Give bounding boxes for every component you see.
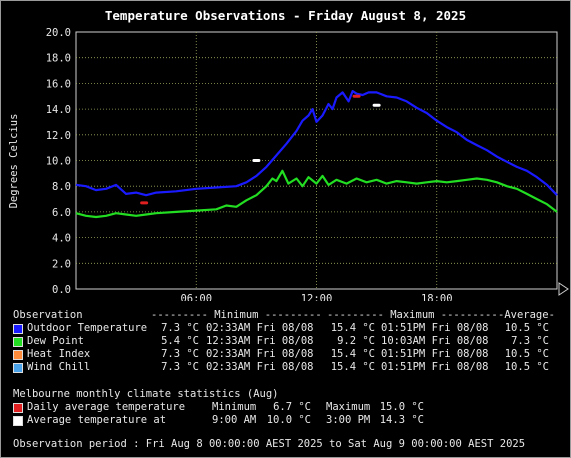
legend-min: 5.4 °C — [161, 335, 199, 347]
legend-min: 7.3 °C — [161, 361, 199, 373]
legend-max: 15.4 °C — [330, 322, 375, 334]
y-tick-label: 6.0 — [52, 207, 71, 219]
climate-v2: 14.3 °C — [379, 414, 424, 426]
legend-avg: 10.5 °C — [504, 348, 549, 360]
climate-swatch — [13, 416, 23, 426]
legend-max: 15.4 °C — [330, 361, 375, 373]
y-tick-label: 18.0 — [46, 53, 71, 65]
legend-avg: 7.3 °C — [511, 335, 549, 347]
legend-header-average: -Average- — [498, 309, 555, 321]
series-line-dew-point — [75, 169, 558, 219]
marker-average-temperature-3pm — [372, 103, 381, 107]
legend-min-time: 02:33AM Fri 08/08 — [206, 348, 314, 360]
legend-min-time: 02:33AM Fri 08/08 — [206, 322, 314, 334]
y-tick-label: 20.0 — [46, 27, 71, 39]
legend-label: Heat Index — [27, 348, 91, 360]
marker-daily-average-min — [140, 201, 149, 205]
climate-c1: 9:00 AM — [212, 414, 257, 426]
legend-max-time: 01:51PM Fri 08/08 — [381, 348, 489, 360]
observation-period: Observation period : Fri Aug 8 00:00:00 … — [13, 438, 526, 450]
legend-min: 7.3 °C — [161, 348, 199, 360]
y-tick-label: 4.0 — [52, 233, 71, 245]
legend-max: 9.2 °C — [337, 335, 375, 347]
legend-max-time: 10:03AM Fri 08/08 — [381, 335, 489, 347]
marker-daily-average-max — [352, 94, 361, 98]
legend-min: 7.3 °C — [161, 322, 199, 334]
climate-v1: 6.7 °C — [273, 401, 311, 413]
legend-avg: 10.5 °C — [504, 322, 549, 334]
y-tick-labels: 0.0 2.0 4.0 6.0 8.0 10.0 12.0 14.0 16.0 18.0 20.0 — [46, 27, 71, 296]
y-tick-label: 2.0 — [52, 258, 71, 270]
series-line-outdoor-temperature — [75, 89, 558, 197]
x-tick-labels: 06:00 12:00 18:00 — [180, 293, 452, 301]
y-axis-label: Degrees Celcius — [8, 114, 20, 209]
legend-min-time: 02:33AM Fri 08/08 — [206, 361, 314, 373]
y-tick-label: 0.0 — [52, 284, 71, 296]
chart-title: Temperature Observations - Friday August… — [104, 8, 467, 23]
x-tick-label: 06:00 — [180, 293, 212, 301]
x-tick-label: 12:00 — [301, 293, 333, 301]
legend-max-time: 01:51PM Fri 08/08 — [381, 361, 489, 373]
legend-header-observation: Observation — [13, 309, 83, 321]
climate-v2: 15.0 °C — [379, 401, 424, 413]
climate-label: Average temperature at — [27, 414, 167, 426]
y-tick-label: 8.0 — [52, 181, 71, 193]
legend-swatch — [13, 350, 23, 360]
series-lines — [75, 89, 558, 219]
legend-header-minimum: --------- Minimum --------- — [151, 309, 322, 321]
climate-swatch — [13, 403, 23, 413]
x-tick-label: 18:00 — [421, 293, 453, 301]
legend-swatch — [13, 324, 23, 334]
legend-label: Wind Chill — [27, 361, 91, 373]
y-tick-label: 12.0 — [46, 130, 71, 142]
climate-label: Daily average temperature — [27, 401, 186, 413]
legend-header-maximum: --------- Maximum --------- — [327, 309, 498, 321]
y-tick-label: 10.0 — [46, 156, 71, 168]
y-tick-label: 16.0 — [46, 78, 71, 90]
chart-svg: 0.02.04.06.08.010.012.014.016.018.020.0 … — [8, 27, 569, 301]
x-axis-arrow — [558, 282, 569, 296]
legend-label: Outdoor Temperature — [27, 322, 148, 334]
y-tick-label: 14.0 — [46, 104, 71, 116]
climate-heading: Melbourne monthly climate statistics (Au… — [13, 388, 279, 400]
legend-avg: 10.5 °C — [504, 361, 549, 373]
legend-max-time: 01:51PM Fri 08/08 — [381, 322, 489, 334]
legend-swatch — [13, 363, 23, 373]
climate-markers — [140, 94, 381, 205]
climate-c2: 3:00 PM — [326, 414, 371, 426]
legend-swatch — [13, 337, 23, 347]
grid-lines — [76, 32, 557, 289]
legend-min-time: 12:33AM Fri 08/08 — [206, 335, 314, 347]
climate-c1: Minimum — [212, 401, 257, 413]
legend-label: Dew Point — [27, 335, 84, 347]
climate-v1: 10.0 °C — [266, 414, 311, 426]
climate-c2: Maximum — [326, 401, 371, 413]
legend-max: 15.4 °C — [330, 348, 375, 360]
marker-average-temperature-9am — [252, 159, 261, 162]
